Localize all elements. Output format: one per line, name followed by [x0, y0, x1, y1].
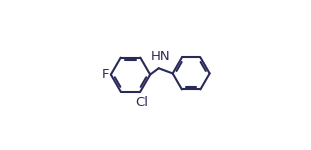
Text: HN: HN: [151, 50, 171, 63]
Text: Cl: Cl: [135, 96, 148, 109]
Text: F: F: [102, 68, 109, 81]
